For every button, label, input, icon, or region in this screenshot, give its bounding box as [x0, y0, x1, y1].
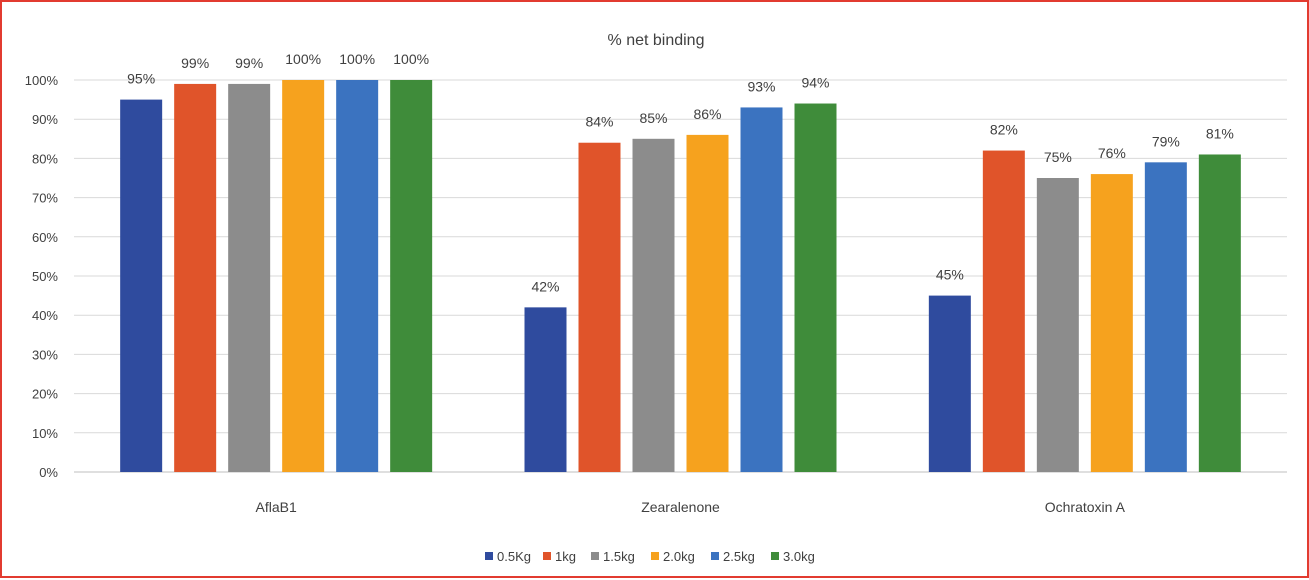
y-tick-label: 30%	[32, 347, 58, 362]
data-label: 100%	[285, 51, 321, 67]
data-label: 94%	[801, 75, 829, 91]
bar	[928, 295, 971, 472]
bars	[120, 80, 1241, 473]
data-label: 75%	[1044, 149, 1072, 165]
bar	[1198, 154, 1241, 473]
x-axis-categories: AflaB1 Zearalenone Ochratoxin A	[256, 499, 1126, 515]
data-label: 100%	[393, 51, 429, 67]
bar	[686, 134, 729, 472]
bar	[1144, 162, 1187, 472]
category-label: AflaB1	[256, 499, 297, 515]
bar	[524, 307, 567, 472]
data-label: 79%	[1152, 133, 1180, 149]
bar	[632, 138, 675, 473]
bar	[282, 80, 325, 472]
category-label: Zearalenone	[641, 499, 720, 515]
data-label: 99%	[235, 55, 263, 71]
legend-swatch	[485, 552, 493, 560]
data-label: 86%	[693, 106, 721, 122]
legend-swatch	[771, 552, 779, 560]
bar	[228, 83, 271, 473]
category-label: Ochratoxin A	[1045, 499, 1126, 515]
y-tick-label: 10%	[32, 426, 58, 441]
legend-label: 0.5Kg	[497, 549, 531, 564]
gridlines	[74, 79, 1287, 473]
y-tick-label: 80%	[32, 151, 58, 166]
legend-label: 2.5kg	[723, 549, 755, 564]
legend-swatch	[543, 552, 551, 560]
y-tick-label: 0%	[39, 465, 58, 480]
bar	[578, 142, 621, 472]
y-tick-label: 60%	[32, 230, 58, 245]
y-tick-label: 90%	[32, 112, 58, 127]
y-tick-label: 50%	[32, 269, 58, 284]
data-label: 82%	[990, 122, 1018, 138]
data-label: 76%	[1098, 145, 1126, 161]
data-label: 81%	[1206, 125, 1234, 141]
legend-label: 1.5kg	[603, 549, 635, 564]
data-label: 95%	[127, 71, 155, 87]
data-labels: 95% 99% 99% 100% 100% 100% 42% 84% 85% 86% 93% 94% 4…	[127, 51, 1234, 294]
legend-swatch	[711, 552, 719, 560]
bar	[336, 80, 379, 472]
bar	[982, 150, 1025, 472]
y-axis-ticks: 0% 10% 20% 30% 40% 50% 60% 70% 80% 90% 100%	[25, 73, 59, 480]
y-tick-label: 70%	[32, 191, 58, 206]
data-label: 100%	[339, 51, 375, 67]
legend-swatch	[651, 552, 659, 560]
bar	[1090, 174, 1133, 472]
bar	[740, 107, 783, 472]
bar	[174, 83, 217, 473]
chart-title: % net binding	[608, 32, 705, 49]
data-label: 42%	[531, 278, 559, 294]
data-label: 99%	[181, 55, 209, 71]
y-tick-label: 100%	[25, 73, 59, 88]
legend-label: 3.0kg	[783, 549, 815, 564]
bar	[390, 80, 433, 472]
data-label: 93%	[747, 78, 775, 94]
data-label: 45%	[936, 267, 964, 283]
legend-label: 1kg	[555, 549, 576, 564]
y-tick-label: 40%	[32, 308, 58, 323]
data-label: 85%	[639, 110, 667, 126]
bar	[1036, 178, 1079, 472]
data-label: 84%	[585, 114, 613, 130]
legend-label: 2.0kg	[663, 549, 695, 564]
legend-swatch	[591, 552, 599, 560]
bar	[794, 103, 837, 473]
legend: 0.5Kg 1kg 1.5kg 2.0kg 2.5kg 3.0kg	[485, 549, 815, 564]
y-tick-label: 20%	[32, 387, 58, 402]
bar	[120, 99, 163, 472]
